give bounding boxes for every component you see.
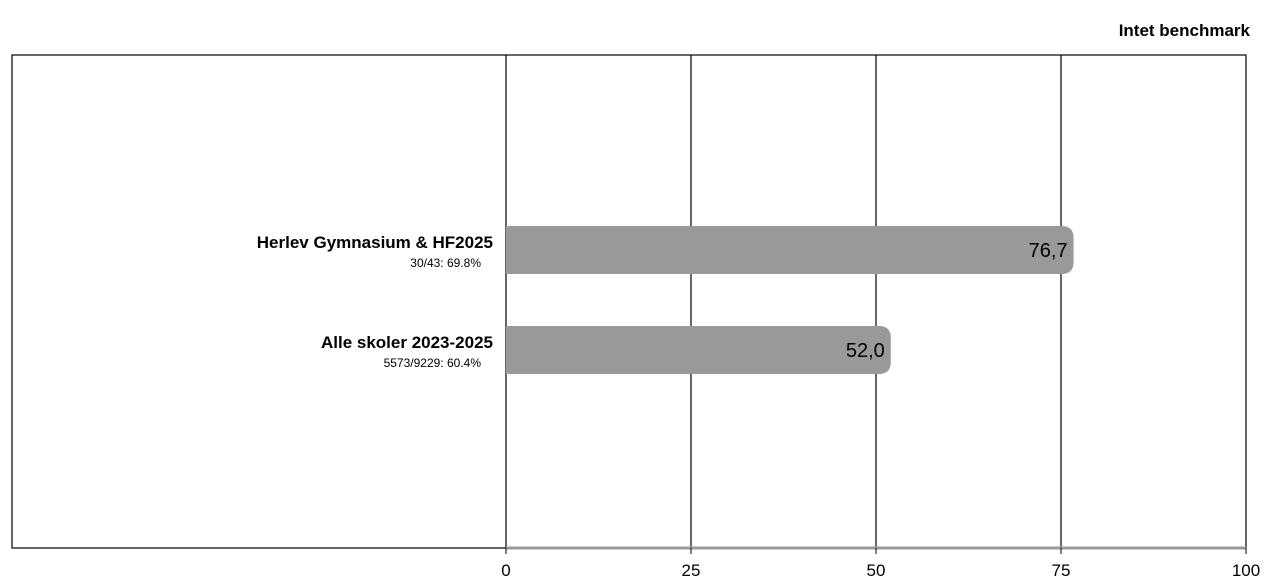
plot-area: 0 25 50 75 100 76,7 Herlev Gymnasium & HF2025 3… <box>11 54 1260 579</box>
bar <box>506 326 891 374</box>
benchmark-note: Intet benchmark <box>1119 21 1251 40</box>
category-label: Alle skoler 2023-2025 <box>321 333 493 352</box>
x-tick-label: 75 <box>1052 561 1071 579</box>
x-tick-label: 25 <box>682 561 701 579</box>
bar-value-label: 52,0 <box>846 340 885 362</box>
category-sublabel: 5573/9229: 60.4% <box>384 356 482 370</box>
x-tick-label: 50 <box>867 561 886 579</box>
bar <box>506 226 1074 274</box>
x-tick-label: 100 <box>1232 561 1260 579</box>
x-tick-label: 0 <box>501 561 510 579</box>
category-label: Herlev Gymnasium & HF2025 <box>257 233 493 252</box>
bar-value-label: 76,7 <box>1029 240 1068 262</box>
category-sublabel: 30/43: 69.8% <box>410 256 481 270</box>
